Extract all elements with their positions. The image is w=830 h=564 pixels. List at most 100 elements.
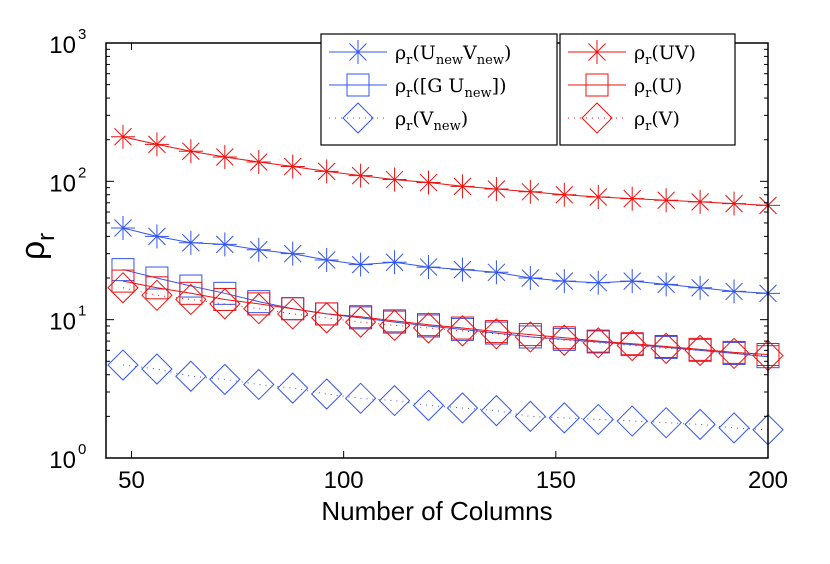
y-tick-label-exponent: 3 xyxy=(78,26,86,43)
data-point-star-marker xyxy=(144,132,169,157)
legend-label-part: new xyxy=(464,86,491,101)
data-point-diamond-marker xyxy=(548,324,581,356)
series-line xyxy=(122,287,769,357)
data-point-star-marker xyxy=(246,149,271,174)
legend-label: ρr(UV) xyxy=(634,42,696,68)
data-point-square-marker xyxy=(247,292,271,316)
legend-label-part: r xyxy=(406,119,413,134)
data-point-diamond-marker xyxy=(243,368,275,401)
data-point-star-marker xyxy=(620,186,645,211)
legend-label-part: ρ xyxy=(395,75,406,97)
data-point-star-marker xyxy=(688,275,713,300)
data-point-diamond-marker xyxy=(480,318,513,350)
data-point-star-marker xyxy=(518,266,543,291)
data-point-star-marker xyxy=(654,272,679,297)
legend-label-part: ]) xyxy=(492,75,507,97)
data-point-square-marker xyxy=(654,334,678,358)
y-axis-label: ρr xyxy=(14,233,60,260)
data-point-diamond-marker xyxy=(175,360,207,392)
legend: ρr(UnewVnew)ρr([G Unew])ρr(Vnew)ρr(UV)ρr… xyxy=(320,33,736,146)
legend-label: ρr(Vnew) xyxy=(395,108,468,134)
legend-label-part: new xyxy=(434,119,461,134)
data-point-square-marker xyxy=(518,323,542,347)
legend-label-part: ρ xyxy=(634,75,645,97)
legend-label-part: (U xyxy=(412,42,435,64)
data-point-diamond-marker xyxy=(446,392,479,424)
x-tick-label: 50 xyxy=(118,467,145,494)
data-point-star-marker xyxy=(280,154,305,179)
data-point-star-marker xyxy=(518,179,543,204)
x-tick-label: 150 xyxy=(536,467,576,494)
legend-label-part: new xyxy=(436,53,463,68)
legend-diamond-marker xyxy=(581,102,613,134)
y-tick-label: 10 xyxy=(49,32,76,59)
x-tick-label: 200 xyxy=(748,467,788,494)
data-point-diamond-marker xyxy=(243,293,275,325)
data-point-star-marker xyxy=(586,185,611,210)
data-point-star-marker xyxy=(620,269,645,294)
data-point-diamond-marker xyxy=(616,329,648,362)
data-point-diamond-marker xyxy=(616,405,648,437)
legend-label-part: ρ xyxy=(634,108,645,130)
data-point-diamond-marker xyxy=(107,272,139,304)
data-point-diamond-marker xyxy=(277,372,309,404)
legend-label-part: ρ xyxy=(634,42,645,64)
legend-label-part: (V) xyxy=(651,108,680,130)
legend-label: ρr(UnewVnew) xyxy=(395,42,511,68)
series-line xyxy=(122,364,769,431)
data-point-square-marker xyxy=(688,337,712,361)
data-point-star-marker xyxy=(110,124,135,149)
data-point-diamond-marker xyxy=(446,315,479,347)
legend-label-part: r xyxy=(645,53,652,68)
data-point-star-marker xyxy=(348,252,373,277)
data-point-star-marker xyxy=(552,269,577,294)
data-point-star-marker xyxy=(722,279,747,304)
data-point-diamond-marker xyxy=(412,389,445,422)
legend-label-part: ρ xyxy=(395,108,406,130)
x-axis-label: Number of Columns xyxy=(321,496,552,526)
data-point-star-marker xyxy=(450,257,475,282)
data-point-diamond-marker xyxy=(310,378,343,410)
series-5 xyxy=(111,269,780,367)
data-point-diamond-marker xyxy=(684,408,716,441)
y-axis-label-subscript: r xyxy=(33,233,60,241)
data-point-diamond-marker xyxy=(141,353,173,385)
data-point-star-marker xyxy=(110,215,135,240)
legend-label: ρr(U) xyxy=(634,75,682,101)
y-tick-label-exponent: 1 xyxy=(78,303,86,320)
data-point-diamond-marker xyxy=(378,309,411,342)
legend-label-part: ) xyxy=(461,108,468,130)
data-point-star-marker xyxy=(450,174,475,199)
data-point-diamond-marker xyxy=(107,349,139,381)
data-point-diamond-marker xyxy=(344,382,377,415)
legend-label-part: (V xyxy=(412,108,433,130)
data-point-star-marker xyxy=(688,189,713,214)
data-point-square-marker xyxy=(450,316,474,340)
legend-box: ρr(UnewVnew)ρr([G Unew])ρr(Vnew) xyxy=(320,33,558,146)
data-point-star-marker xyxy=(654,188,679,213)
data-point-square-marker xyxy=(145,276,169,300)
data-point-star-marker xyxy=(382,250,407,275)
data-point-star-marker xyxy=(484,260,509,285)
data-point-diamond-marker xyxy=(582,327,614,359)
legend-label-part: r xyxy=(406,86,413,101)
data-point-star-marker xyxy=(416,170,441,195)
legend-label-part: ρ xyxy=(395,42,406,64)
data-point-diamond-marker xyxy=(277,298,309,330)
legend-box: ρr(UV)ρr(U)ρr(V) xyxy=(559,33,736,146)
legend-label-part: V xyxy=(462,42,477,64)
data-point-diamond-marker xyxy=(718,412,750,444)
legend-label-part: r xyxy=(645,86,652,101)
data-point-diamond-marker xyxy=(412,312,445,344)
data-point-star-marker xyxy=(722,191,747,216)
data-point-diamond-marker xyxy=(209,288,241,320)
data-point-star-marker xyxy=(382,167,407,192)
data-point-diamond-marker xyxy=(582,403,614,436)
data-point-star-marker xyxy=(314,159,339,184)
data-point-star-marker xyxy=(484,177,509,202)
legend-label: ρr([G Unew]) xyxy=(395,75,506,101)
data-point-star-marker xyxy=(586,270,611,295)
x-tick-label: 100 xyxy=(324,467,364,494)
